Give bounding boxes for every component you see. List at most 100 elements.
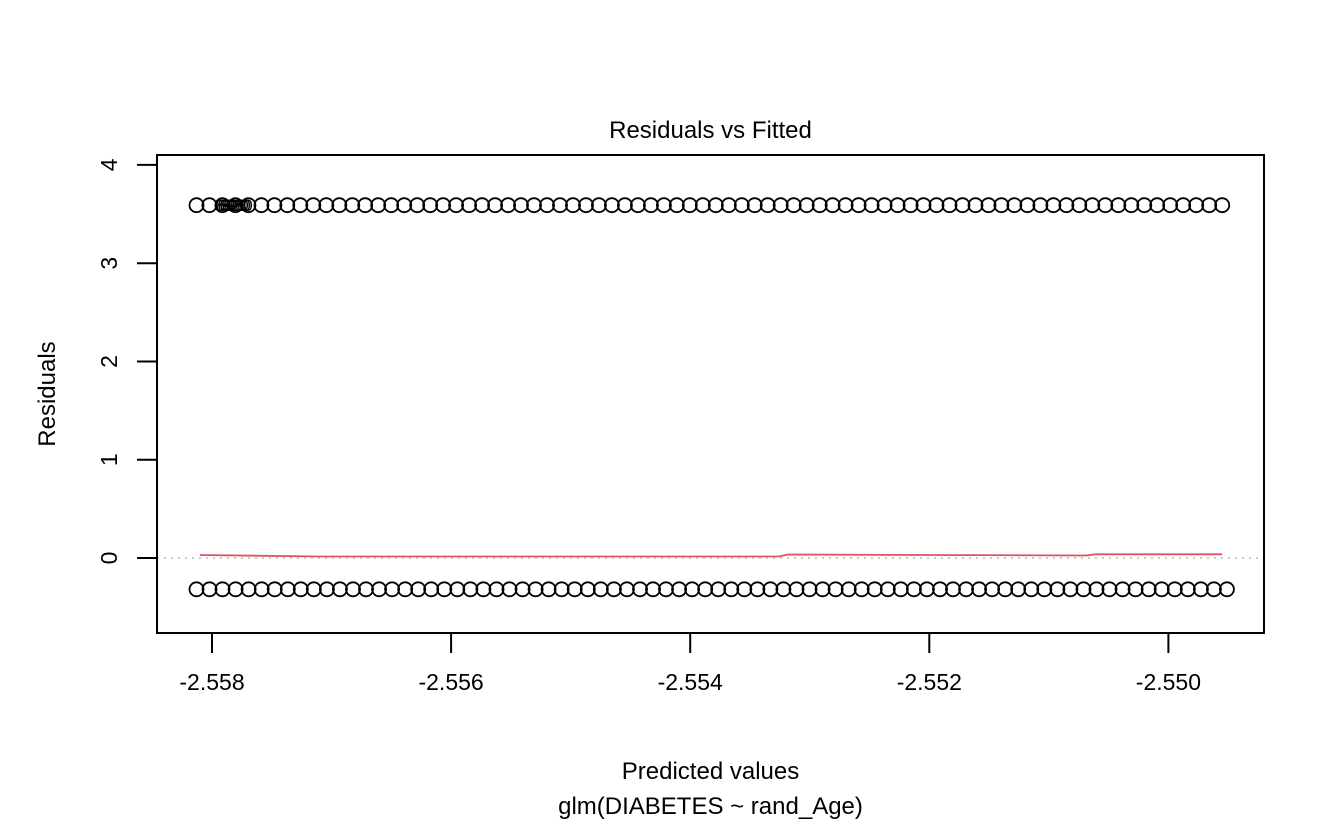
- data-point: [358, 581, 374, 598]
- data-point: [606, 581, 622, 598]
- data-point: [1166, 581, 1183, 598]
- data-point: [318, 581, 335, 598]
- data-point: [1140, 581, 1157, 598]
- data-point: [214, 197, 231, 214]
- data-point: [462, 581, 479, 598]
- data-point: [305, 197, 322, 214]
- x-tick-label: -2.552: [897, 669, 962, 695]
- data-point: [798, 197, 815, 214]
- data-point: [331, 197, 348, 214]
- data-point: [617, 197, 633, 214]
- data-point: [720, 197, 737, 214]
- data-point: [1153, 581, 1170, 598]
- data-point: [461, 197, 478, 214]
- data-point: [785, 197, 802, 214]
- data-point: [279, 581, 296, 598]
- residuals-negative-class: [188, 581, 1235, 598]
- data-point: [266, 581, 283, 598]
- data-point: [1032, 197, 1049, 214]
- data-point: [772, 197, 789, 214]
- data-point: [1010, 581, 1027, 598]
- data-point: [853, 581, 870, 598]
- data-point: [1114, 581, 1131, 598]
- plot-border-box: [156, 154, 1265, 634]
- data-point: [318, 197, 335, 214]
- data-point: [694, 197, 711, 214]
- x-tick-label: -2.554: [658, 669, 723, 695]
- data-point: [1101, 581, 1118, 598]
- data-point: [527, 581, 544, 598]
- x-axis: -2.558 -2.556 -2.554 -2.552 -2.550: [179, 633, 1201, 695]
- data-point: [1175, 197, 1192, 214]
- y-tick-label: 0: [96, 552, 122, 565]
- data-point: [1049, 581, 1066, 598]
- data-point: [941, 197, 958, 214]
- data-point: [759, 197, 776, 214]
- data-point: [932, 581, 948, 598]
- data-point: [488, 581, 505, 598]
- x-axis-label: Predicted values: [622, 758, 799, 785]
- data-point: [227, 581, 244, 598]
- data-point: [396, 197, 413, 214]
- data-point: [383, 197, 400, 214]
- data-point: [1201, 197, 1218, 214]
- data-point: [850, 197, 867, 214]
- data-point: [954, 197, 971, 214]
- data-point: [578, 197, 594, 214]
- data-point: [566, 581, 583, 598]
- data-point: [827, 581, 844, 598]
- data-point: [902, 197, 919, 214]
- data-point: [945, 581, 961, 598]
- data-point: [240, 197, 257, 214]
- data-point: [746, 197, 763, 214]
- x-tick-label: -2.550: [1136, 669, 1201, 695]
- data-point: [775, 581, 792, 598]
- data-point: [971, 581, 987, 598]
- data-point: [579, 581, 596, 598]
- data-point: [292, 197, 309, 214]
- data-point: [876, 197, 893, 214]
- data-point: [409, 197, 426, 214]
- y-tick-label: 4: [96, 158, 122, 171]
- data-point: [1179, 581, 1196, 598]
- data-point: [240, 581, 257, 598]
- data-point: [736, 581, 753, 598]
- data-point: [591, 197, 607, 214]
- data-point: [879, 581, 896, 598]
- data-point: [423, 581, 440, 598]
- data-point: [643, 197, 659, 214]
- outlier-label-text: 69280: [215, 196, 248, 215]
- x-tick-label: -2.556: [418, 669, 483, 695]
- data-point: [811, 197, 828, 214]
- data-point: [863, 197, 880, 214]
- data-point: [1019, 197, 1036, 214]
- data-point: [552, 197, 568, 214]
- data-point: [681, 197, 698, 214]
- data-point: [1058, 197, 1075, 214]
- data-point: [305, 581, 322, 598]
- data-point: [539, 197, 555, 214]
- outlier-label-text: 69280: [217, 196, 250, 215]
- data-point: [344, 197, 361, 214]
- outlier-label-text: 69280: [219, 196, 252, 215]
- data-point: [592, 581, 609, 598]
- data-point: [1062, 581, 1079, 598]
- data-point: [253, 581, 270, 598]
- data-point: [997, 581, 1014, 598]
- data-point: [814, 581, 831, 598]
- data-point: [697, 581, 714, 598]
- data-point: [279, 197, 296, 214]
- data-point: [253, 197, 270, 214]
- data-point: [371, 581, 388, 598]
- data-point: [658, 581, 674, 598]
- data-point: [1110, 197, 1127, 214]
- data-point: [1149, 197, 1166, 214]
- data-point: [436, 581, 453, 598]
- data-point: [201, 197, 218, 214]
- data-point: [345, 581, 361, 598]
- data-point: [292, 581, 309, 598]
- data-point: [422, 197, 439, 214]
- data-point: [370, 197, 387, 214]
